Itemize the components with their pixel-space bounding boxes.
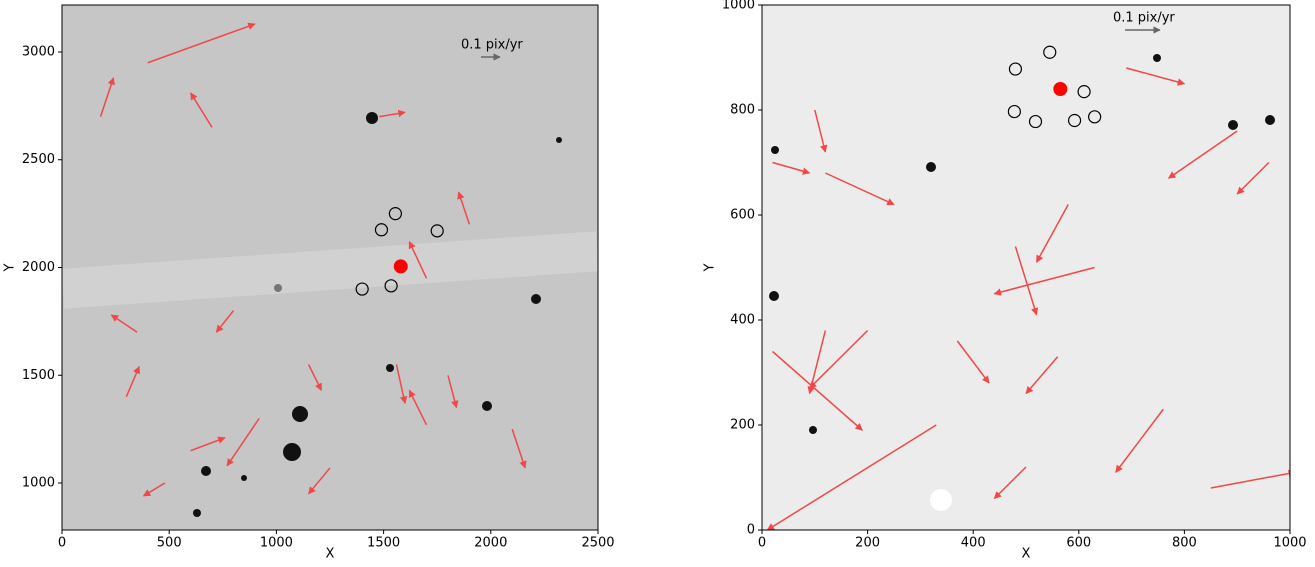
y-tick-label: 400 bbox=[730, 313, 755, 328]
motion-arrow bbox=[1210, 469, 1290, 489]
y-tick-label: 800 bbox=[730, 103, 755, 118]
reference-circle bbox=[1007, 104, 1021, 119]
x-tick-label: 1000 bbox=[1273, 536, 1306, 551]
stars bbox=[193, 112, 562, 517]
reference-circle bbox=[1067, 113, 1082, 128]
motion-arrow bbox=[825, 172, 895, 206]
y-tick-label: 1000 bbox=[22, 476, 55, 491]
motion-arrow bbox=[142, 482, 166, 497]
x-tick-label: 1000 bbox=[260, 536, 293, 551]
reference-circle bbox=[374, 223, 389, 237]
masked-region bbox=[930, 489, 952, 511]
motion-arrow bbox=[395, 364, 408, 405]
x-tick-label: 0 bbox=[58, 536, 66, 551]
motion-arrow bbox=[1126, 67, 1186, 86]
motion-arrow bbox=[1014, 246, 1039, 316]
motion-arrow bbox=[956, 340, 990, 384]
motion-arrow bbox=[993, 266, 1095, 296]
y-tick-label: 2000 bbox=[22, 260, 55, 275]
motion-arrow bbox=[307, 467, 331, 495]
motion-arrow bbox=[814, 109, 828, 153]
motion-arrow bbox=[147, 22, 256, 64]
plot-frame bbox=[761, 4, 1291, 531]
motion-arrow bbox=[125, 365, 140, 398]
y-tick-label: 0 bbox=[747, 523, 755, 538]
reference-circle bbox=[1043, 45, 1057, 59]
y-axis-label: Y bbox=[3, 263, 18, 272]
panel-right bbox=[762, 5, 1290, 530]
motion-arrow bbox=[447, 375, 459, 409]
motion-arrow bbox=[307, 364, 323, 392]
motion-arrow bbox=[1115, 408, 1164, 473]
reference-circle bbox=[430, 224, 444, 238]
motion-arrow bbox=[807, 330, 827, 395]
reference-circle bbox=[1028, 114, 1043, 129]
target-point bbox=[1053, 82, 1068, 96]
y-tick-label: 1000 bbox=[722, 0, 755, 13]
x-tick-label: 200 bbox=[855, 536, 880, 551]
motion-arrow bbox=[408, 389, 428, 426]
x-tick-label: 1500 bbox=[367, 536, 400, 551]
y-tick-label: 200 bbox=[730, 418, 755, 433]
reference-circle bbox=[355, 282, 369, 296]
motion-arrow bbox=[772, 161, 811, 175]
motion-arrow bbox=[457, 191, 471, 225]
motion-arrow bbox=[1236, 161, 1270, 195]
y-axis-label: Y bbox=[703, 263, 718, 272]
x-tick-label: 500 bbox=[157, 536, 182, 551]
motion-arrow bbox=[110, 314, 138, 333]
x-tick-label: 600 bbox=[1066, 536, 1091, 551]
motion-arrow bbox=[993, 466, 1027, 500]
y-tick-label: 2500 bbox=[22, 152, 55, 167]
motion-arrow bbox=[772, 350, 863, 431]
x-tick-label: 400 bbox=[961, 536, 986, 551]
x-tick-label: 2000 bbox=[474, 536, 507, 551]
stars bbox=[769, 54, 1275, 434]
x-axis-label: X bbox=[1022, 547, 1031, 562]
motion-arrow bbox=[226, 417, 260, 467]
motion-arrow bbox=[408, 240, 428, 279]
x-axis-label: X bbox=[326, 547, 335, 562]
motion-arrow bbox=[1035, 204, 1069, 263]
y-tick-label: 3000 bbox=[22, 44, 55, 59]
motion-arrow bbox=[215, 310, 235, 333]
image-background bbox=[762, 5, 1290, 530]
detector-gap bbox=[62, 231, 598, 309]
y-tick-label: 1500 bbox=[22, 368, 55, 383]
y-tick-label: 600 bbox=[730, 208, 755, 223]
reference-circle bbox=[384, 279, 398, 293]
scale-label: 0.1 pix/yr bbox=[1113, 11, 1175, 26]
x-tick-label: 800 bbox=[1172, 536, 1197, 551]
motion-arrow bbox=[766, 424, 937, 530]
x-tick-label: 0 bbox=[758, 536, 766, 551]
motion-arrow bbox=[511, 428, 527, 469]
motion-arrow bbox=[99, 77, 115, 117]
reference-circle bbox=[388, 207, 402, 221]
reference-circle bbox=[1088, 110, 1102, 124]
x-tick-label: 2500 bbox=[581, 536, 614, 551]
motion-arrow bbox=[379, 109, 406, 118]
motion-arrow bbox=[190, 436, 226, 452]
reference-circle bbox=[1008, 62, 1023, 76]
motion-arrow bbox=[1025, 356, 1059, 395]
motion-arrow bbox=[1167, 130, 1238, 179]
target-point bbox=[393, 259, 408, 274]
motion-arrow bbox=[808, 329, 869, 389]
scale-label: 0.1 pix/yr bbox=[461, 38, 523, 53]
reference-circle bbox=[1077, 85, 1091, 99]
motion-arrow bbox=[190, 92, 213, 128]
panel-left bbox=[62, 5, 598, 530]
